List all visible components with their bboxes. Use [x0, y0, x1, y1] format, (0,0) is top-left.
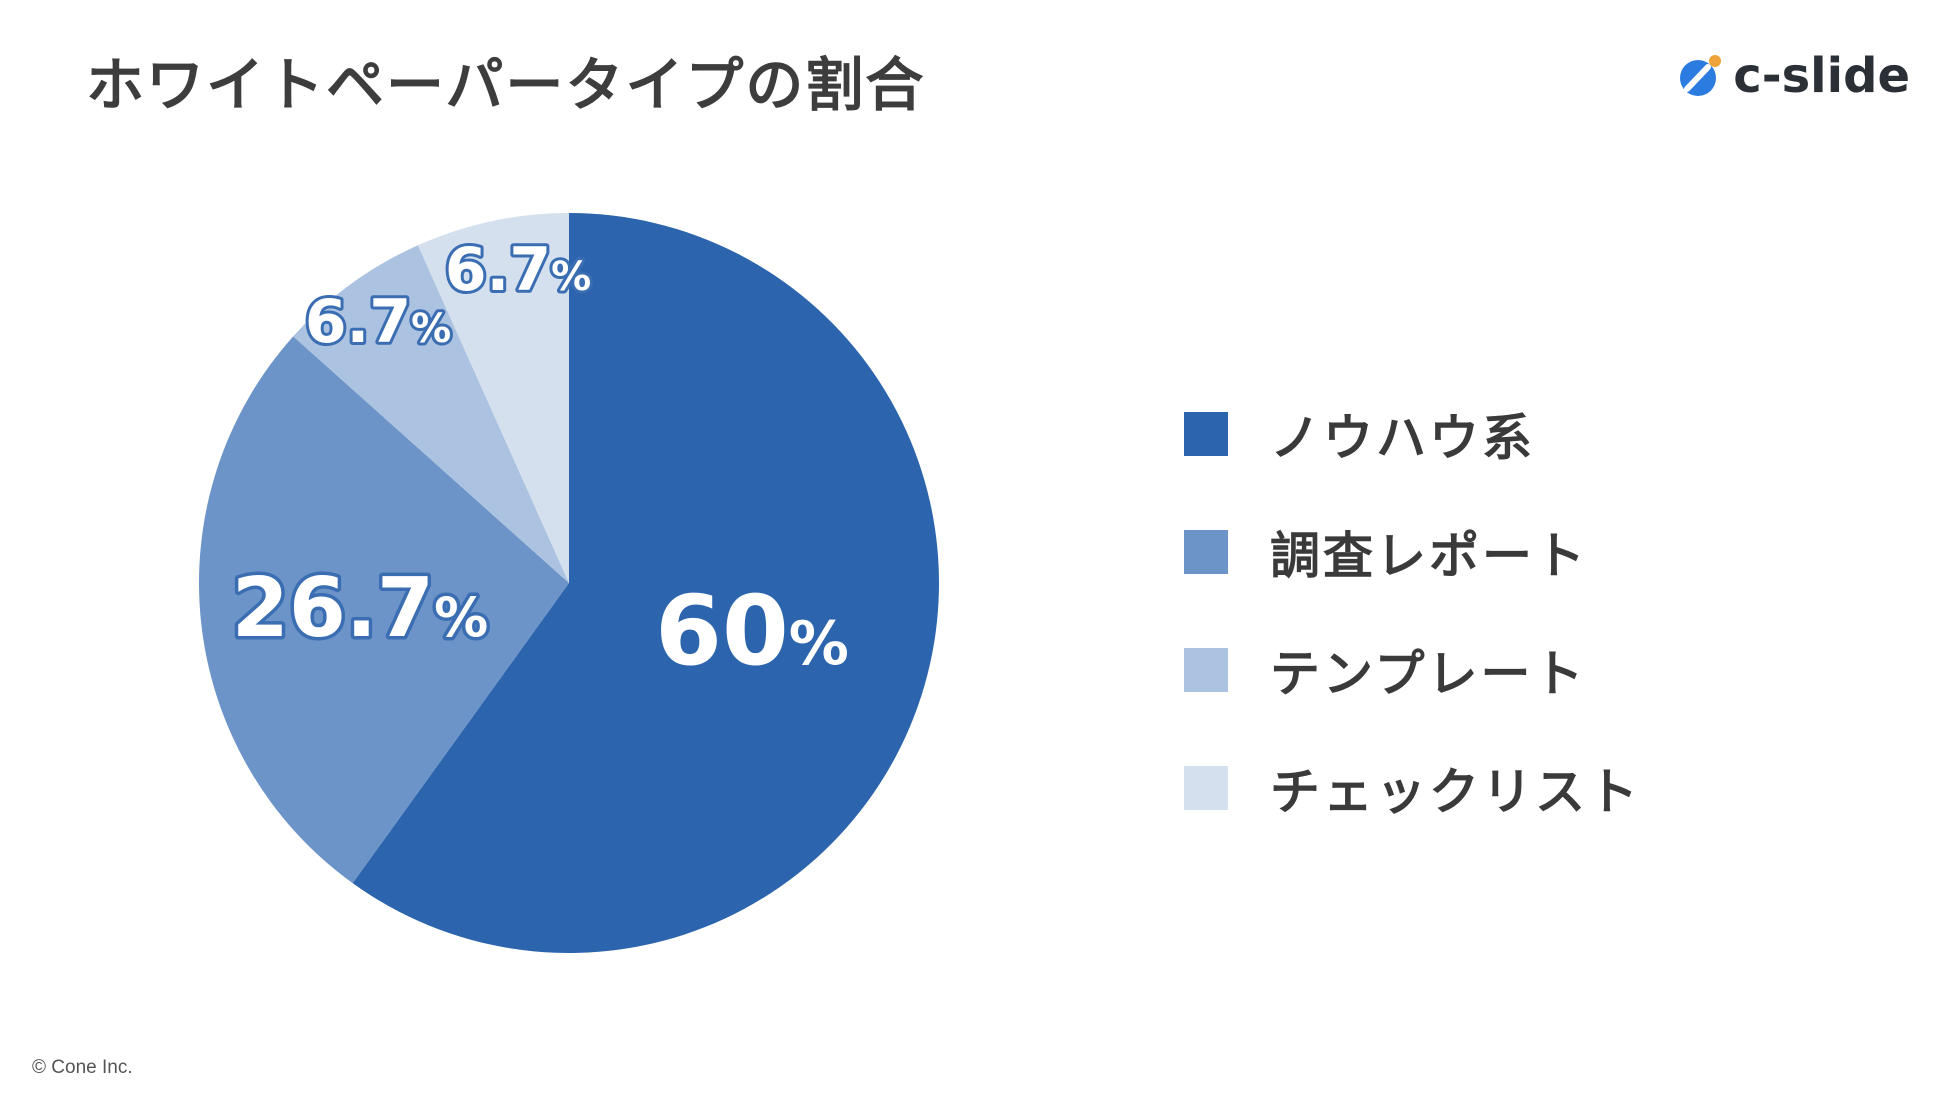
- legend-label: 調査レポート: [1270, 527, 1588, 585]
- c-slide-logo-icon: [1680, 55, 1722, 96]
- pie-slice-2: [198, 336, 569, 884]
- legend-swatch: [1184, 766, 1228, 810]
- brand-logo: c-slide: [1677, 48, 1910, 104]
- pie-slice-3: [293, 245, 569, 584]
- legend-swatch: [1184, 412, 1228, 456]
- pie-slice-4: [417, 213, 569, 583]
- chart-legend: ノウハウ系調査レポート テンプレート チェックリスト: [1184, 375, 1641, 847]
- legend-label: テンプレート: [1270, 645, 1587, 703]
- brand-name: c-slide: [1733, 48, 1910, 104]
- legend-item-3: テンプレート: [1184, 611, 1641, 729]
- legend-item-2: 調査レポート: [1184, 493, 1641, 611]
- legend-swatch: [1184, 648, 1228, 692]
- slice-value-label-2: 26.7%: [232, 561, 488, 656]
- slide-title: ホワイトペーパータイプの割合: [86, 51, 926, 119]
- pie-slice-1: [352, 213, 940, 953]
- legend-label: ノウハウ系: [1270, 409, 1535, 467]
- copyright-text: © Cone Inc.: [32, 1057, 133, 1078]
- legend-item-1: ノウハウ系: [1184, 375, 1641, 493]
- legend-item-4: チェックリスト: [1184, 729, 1641, 847]
- legend-swatch: [1184, 530, 1228, 574]
- slice-value-label-1: 60%: [655, 575, 849, 687]
- slice-value-label-3: 6.7%: [305, 287, 451, 357]
- legend-label: チェックリスト: [1270, 763, 1641, 821]
- slice-value-label-4: 6.7%: [445, 235, 591, 305]
